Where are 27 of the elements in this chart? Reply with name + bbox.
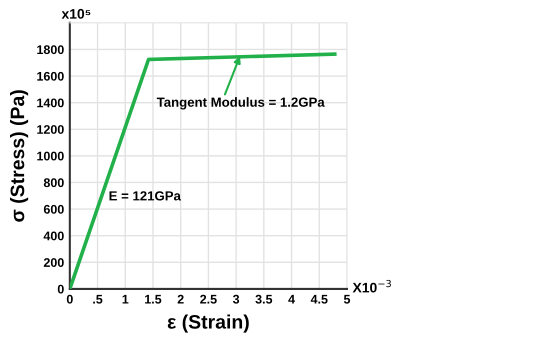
x-tick-label: 3 xyxy=(232,294,240,304)
y-axis-title: σ (Stress) (Pa) xyxy=(10,90,28,222)
y-tick-label: 1600 xyxy=(37,72,64,81)
y-tick-label: 200 xyxy=(44,258,64,267)
x-tick-label: 1 xyxy=(122,294,128,304)
x-tick-label: .5 xyxy=(93,294,102,304)
annotation: E = 121GPa xyxy=(110,191,181,201)
text: x10⁵ xyxy=(62,8,90,19)
y-tick-label: 1400 xyxy=(37,98,64,108)
y-tick-label: 800 xyxy=(44,178,64,188)
y-tick-label: 400 xyxy=(44,231,64,240)
y-tick-label: 1200 xyxy=(37,125,64,134)
y-tick-label: 0 xyxy=(58,284,64,294)
x-tick-label: 4 xyxy=(288,294,295,304)
x-tick-label: 1.5 xyxy=(145,294,162,304)
x-axis-title: ε (Strain) xyxy=(168,314,249,333)
x-tick-label: 3.5 xyxy=(255,294,272,304)
y-tick-label: 600 xyxy=(44,204,64,214)
text: X10$^{−3}$ xyxy=(352,280,391,293)
x-tick-label: 0 xyxy=(66,294,73,304)
y-tick-label: 1000 xyxy=(37,152,64,161)
x-tick-label: 5 xyxy=(344,294,350,304)
annotation: Tangent Modulus = 1.2GPa xyxy=(156,97,325,110)
x-tick-label: 4.5 xyxy=(310,294,328,304)
x-tick-label: 2.5 xyxy=(200,294,217,304)
x-tick-label: 2 xyxy=(178,294,184,304)
y-tick-label: 1800 xyxy=(37,45,64,54)
